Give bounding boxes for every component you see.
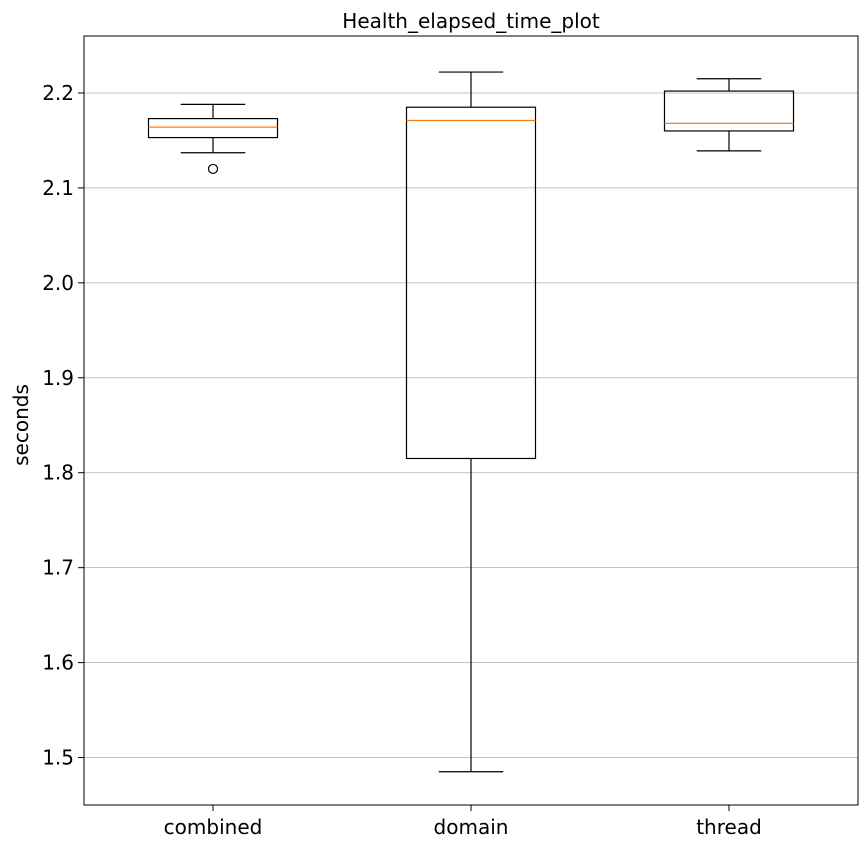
y-axis-ticks: 1.5 1.6 1.7 1.8 1.9 2.0 2.1 2.2 <box>42 81 84 770</box>
y-tick-label: 2.1 <box>42 176 74 200</box>
chart-title: Health_elapsed_time_plot <box>342 9 600 33</box>
outlier-point <box>207 163 219 175</box>
box-series <box>147 71 795 773</box>
x-tick-label: thread <box>696 815 762 839</box>
x-axis-ticks: combined domain thread <box>164 805 762 839</box>
y-tick-label: 1.8 <box>42 461 74 485</box>
iqr-box <box>405 106 537 460</box>
y-tick-label: 1.7 <box>42 556 74 580</box>
y-tick-label: 2.2 <box>42 81 74 105</box>
iqr-box <box>663 90 795 132</box>
box-domain <box>405 71 537 773</box>
x-tick-label: combined <box>164 815 263 839</box>
y-tick-label: 1.9 <box>42 366 74 390</box>
y-tick-label: 2.0 <box>42 271 74 295</box>
box-combined <box>147 103 279 175</box>
x-tick-label: domain <box>434 815 509 839</box>
iqr-box <box>147 117 279 139</box>
y-tick-label: 1.5 <box>42 746 74 770</box>
box-thread <box>663 78 795 152</box>
y-tick-label: 1.6 <box>42 651 74 675</box>
y-axis-label: seconds <box>9 384 33 466</box>
plot-frame <box>83 35 859 806</box>
